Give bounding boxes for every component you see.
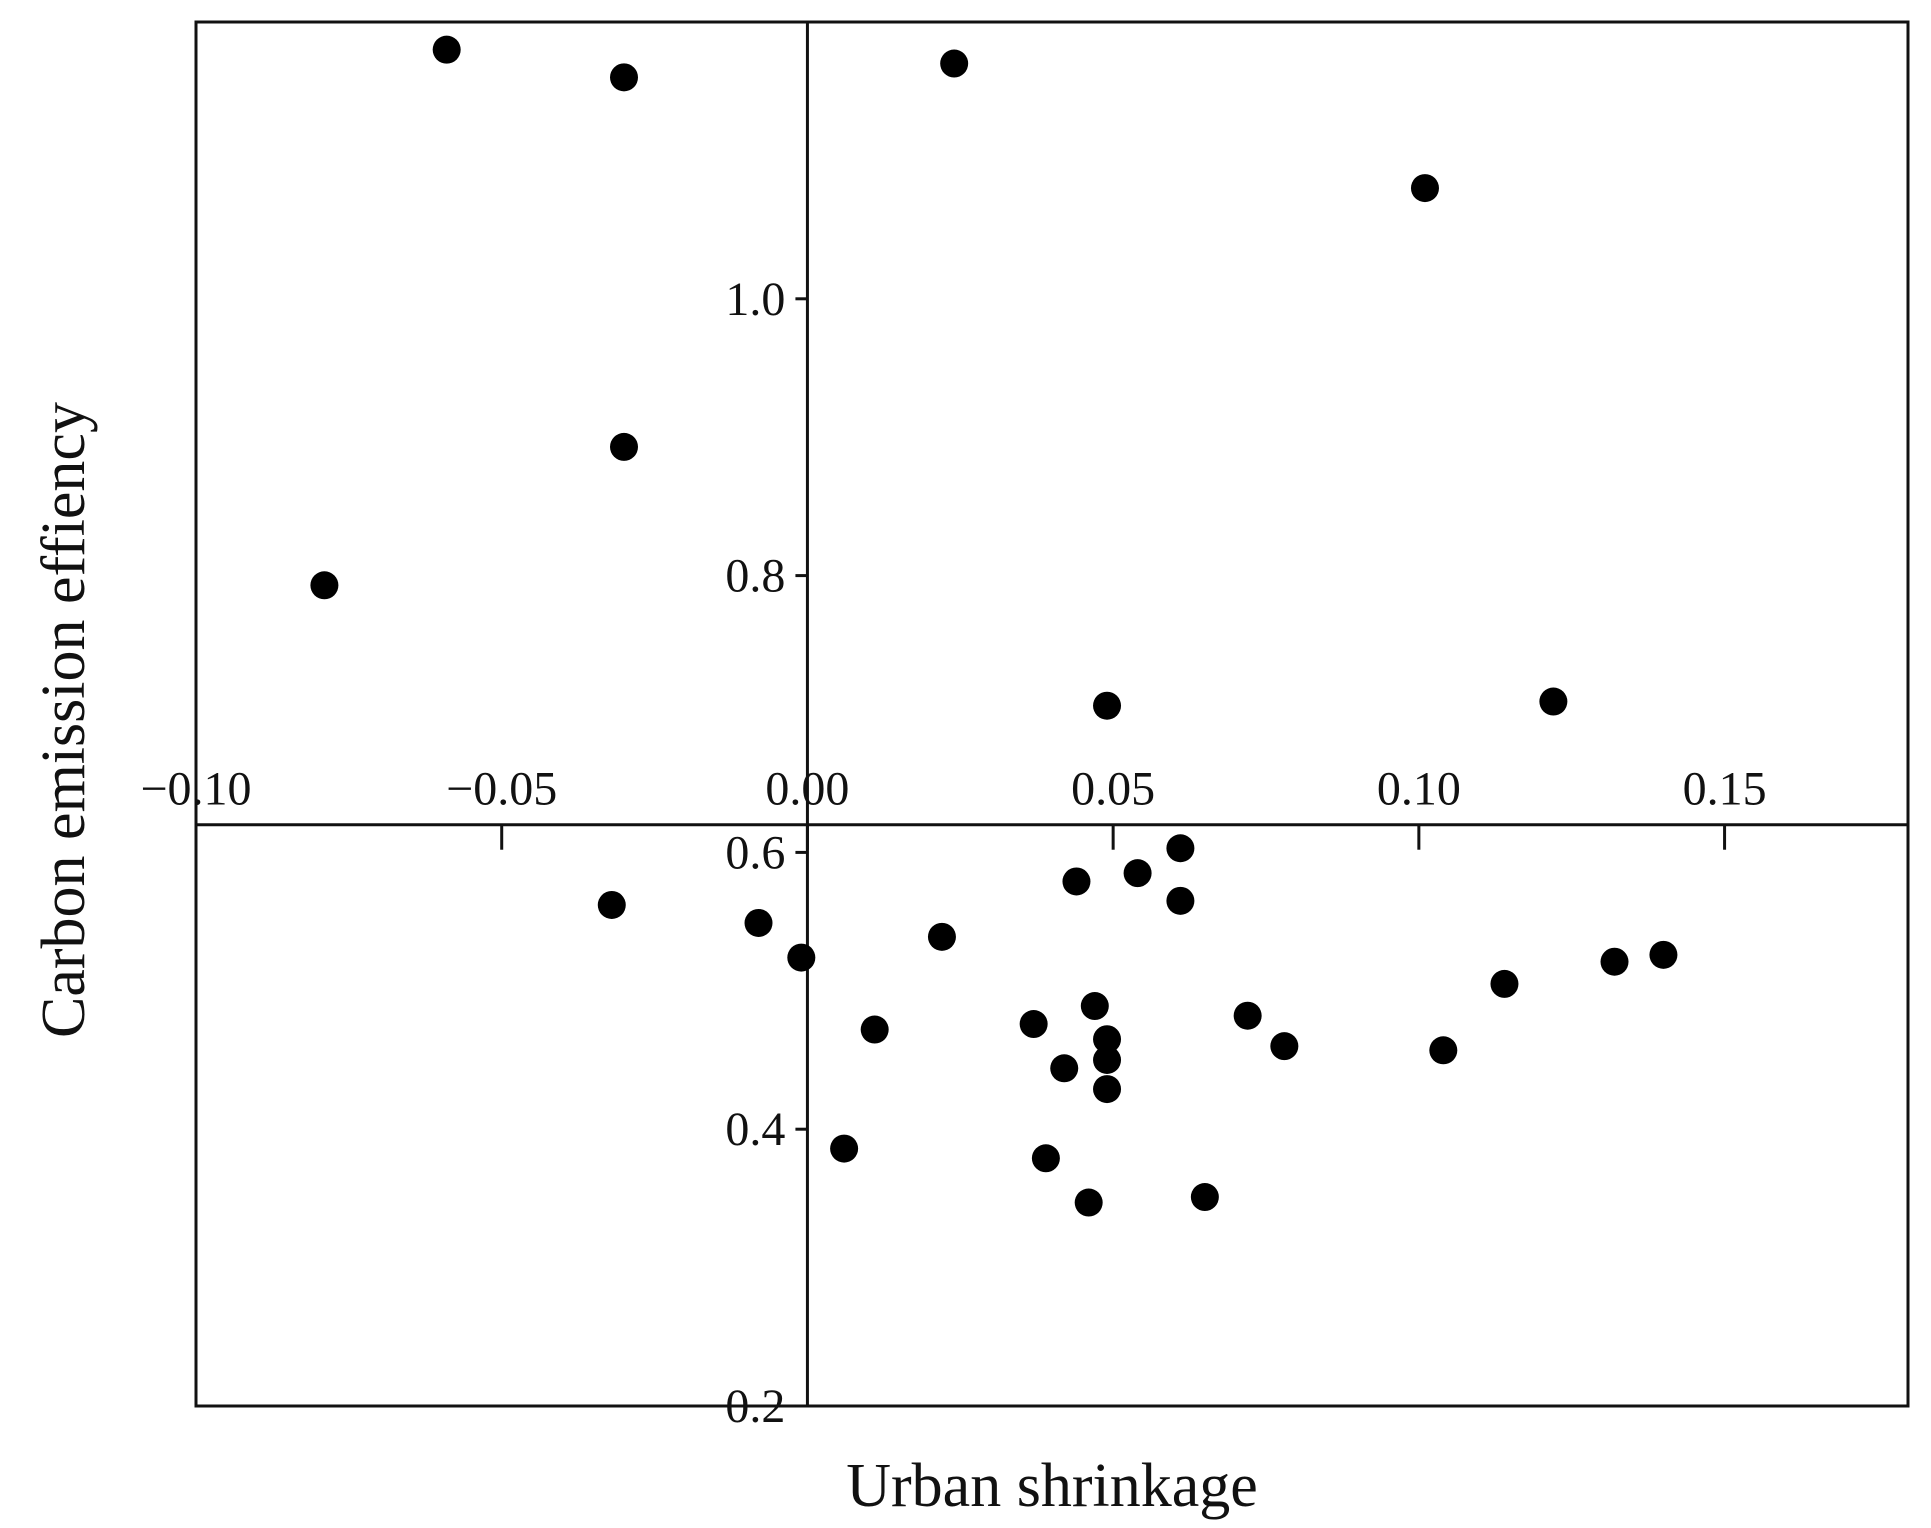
data-point: [610, 63, 638, 92]
data-point: [1093, 1075, 1122, 1104]
data-point: [744, 908, 773, 937]
x-tick-label: 0.00: [765, 763, 849, 816]
data-point: [787, 943, 816, 972]
data-point: [1233, 1001, 1262, 1030]
data-point: [1649, 940, 1678, 969]
y-tick-label: 0.8: [725, 550, 785, 603]
y-axis-title: Carbon emission effiency: [30, 402, 98, 1038]
x-tick-label: 0.15: [1683, 763, 1767, 816]
data-point: [1270, 1032, 1299, 1061]
data-point: [1123, 859, 1152, 888]
data-point: [310, 571, 339, 600]
data-point: [1074, 1188, 1103, 1217]
data-point: [940, 49, 969, 78]
data-point: [1490, 969, 1519, 998]
data-point: [610, 432, 638, 461]
y-tick-label: 0.4: [725, 1103, 785, 1156]
data-point: [1410, 174, 1439, 203]
data-point: [927, 922, 956, 951]
data-point: [1190, 1183, 1219, 1212]
data-point: [432, 35, 461, 64]
x-axis-title: Urban shrinkage: [846, 1452, 1257, 1520]
y-tick-label: 1.0: [725, 273, 785, 326]
data-point: [830, 1134, 859, 1163]
x-tick-label: −0.10: [140, 763, 251, 816]
data-point: [1166, 834, 1195, 863]
x-tick-label: 0.05: [1071, 763, 1155, 816]
data-point: [860, 1015, 889, 1044]
y-tick-label: 0.2: [725, 1380, 785, 1433]
x-tick-label: 0.10: [1377, 763, 1461, 816]
data-point: [1050, 1054, 1079, 1083]
data-point: [597, 890, 626, 919]
data-point: [1600, 947, 1629, 976]
data-point: [1019, 1010, 1048, 1039]
data-point: [1093, 1025, 1122, 1054]
data-point: [1166, 886, 1195, 915]
data-point: [1031, 1144, 1060, 1173]
data-point: [1062, 867, 1091, 896]
y-tick-label: 0.6: [725, 826, 785, 879]
plot-frame: [194, 20, 1910, 1408]
data-point: [1080, 992, 1109, 1021]
data-point: [1093, 691, 1122, 720]
data-point: [1093, 1046, 1122, 1074]
data-point: [1429, 1036, 1458, 1065]
data-point: [1539, 687, 1568, 716]
x-tick-label: −0.05: [446, 763, 557, 816]
